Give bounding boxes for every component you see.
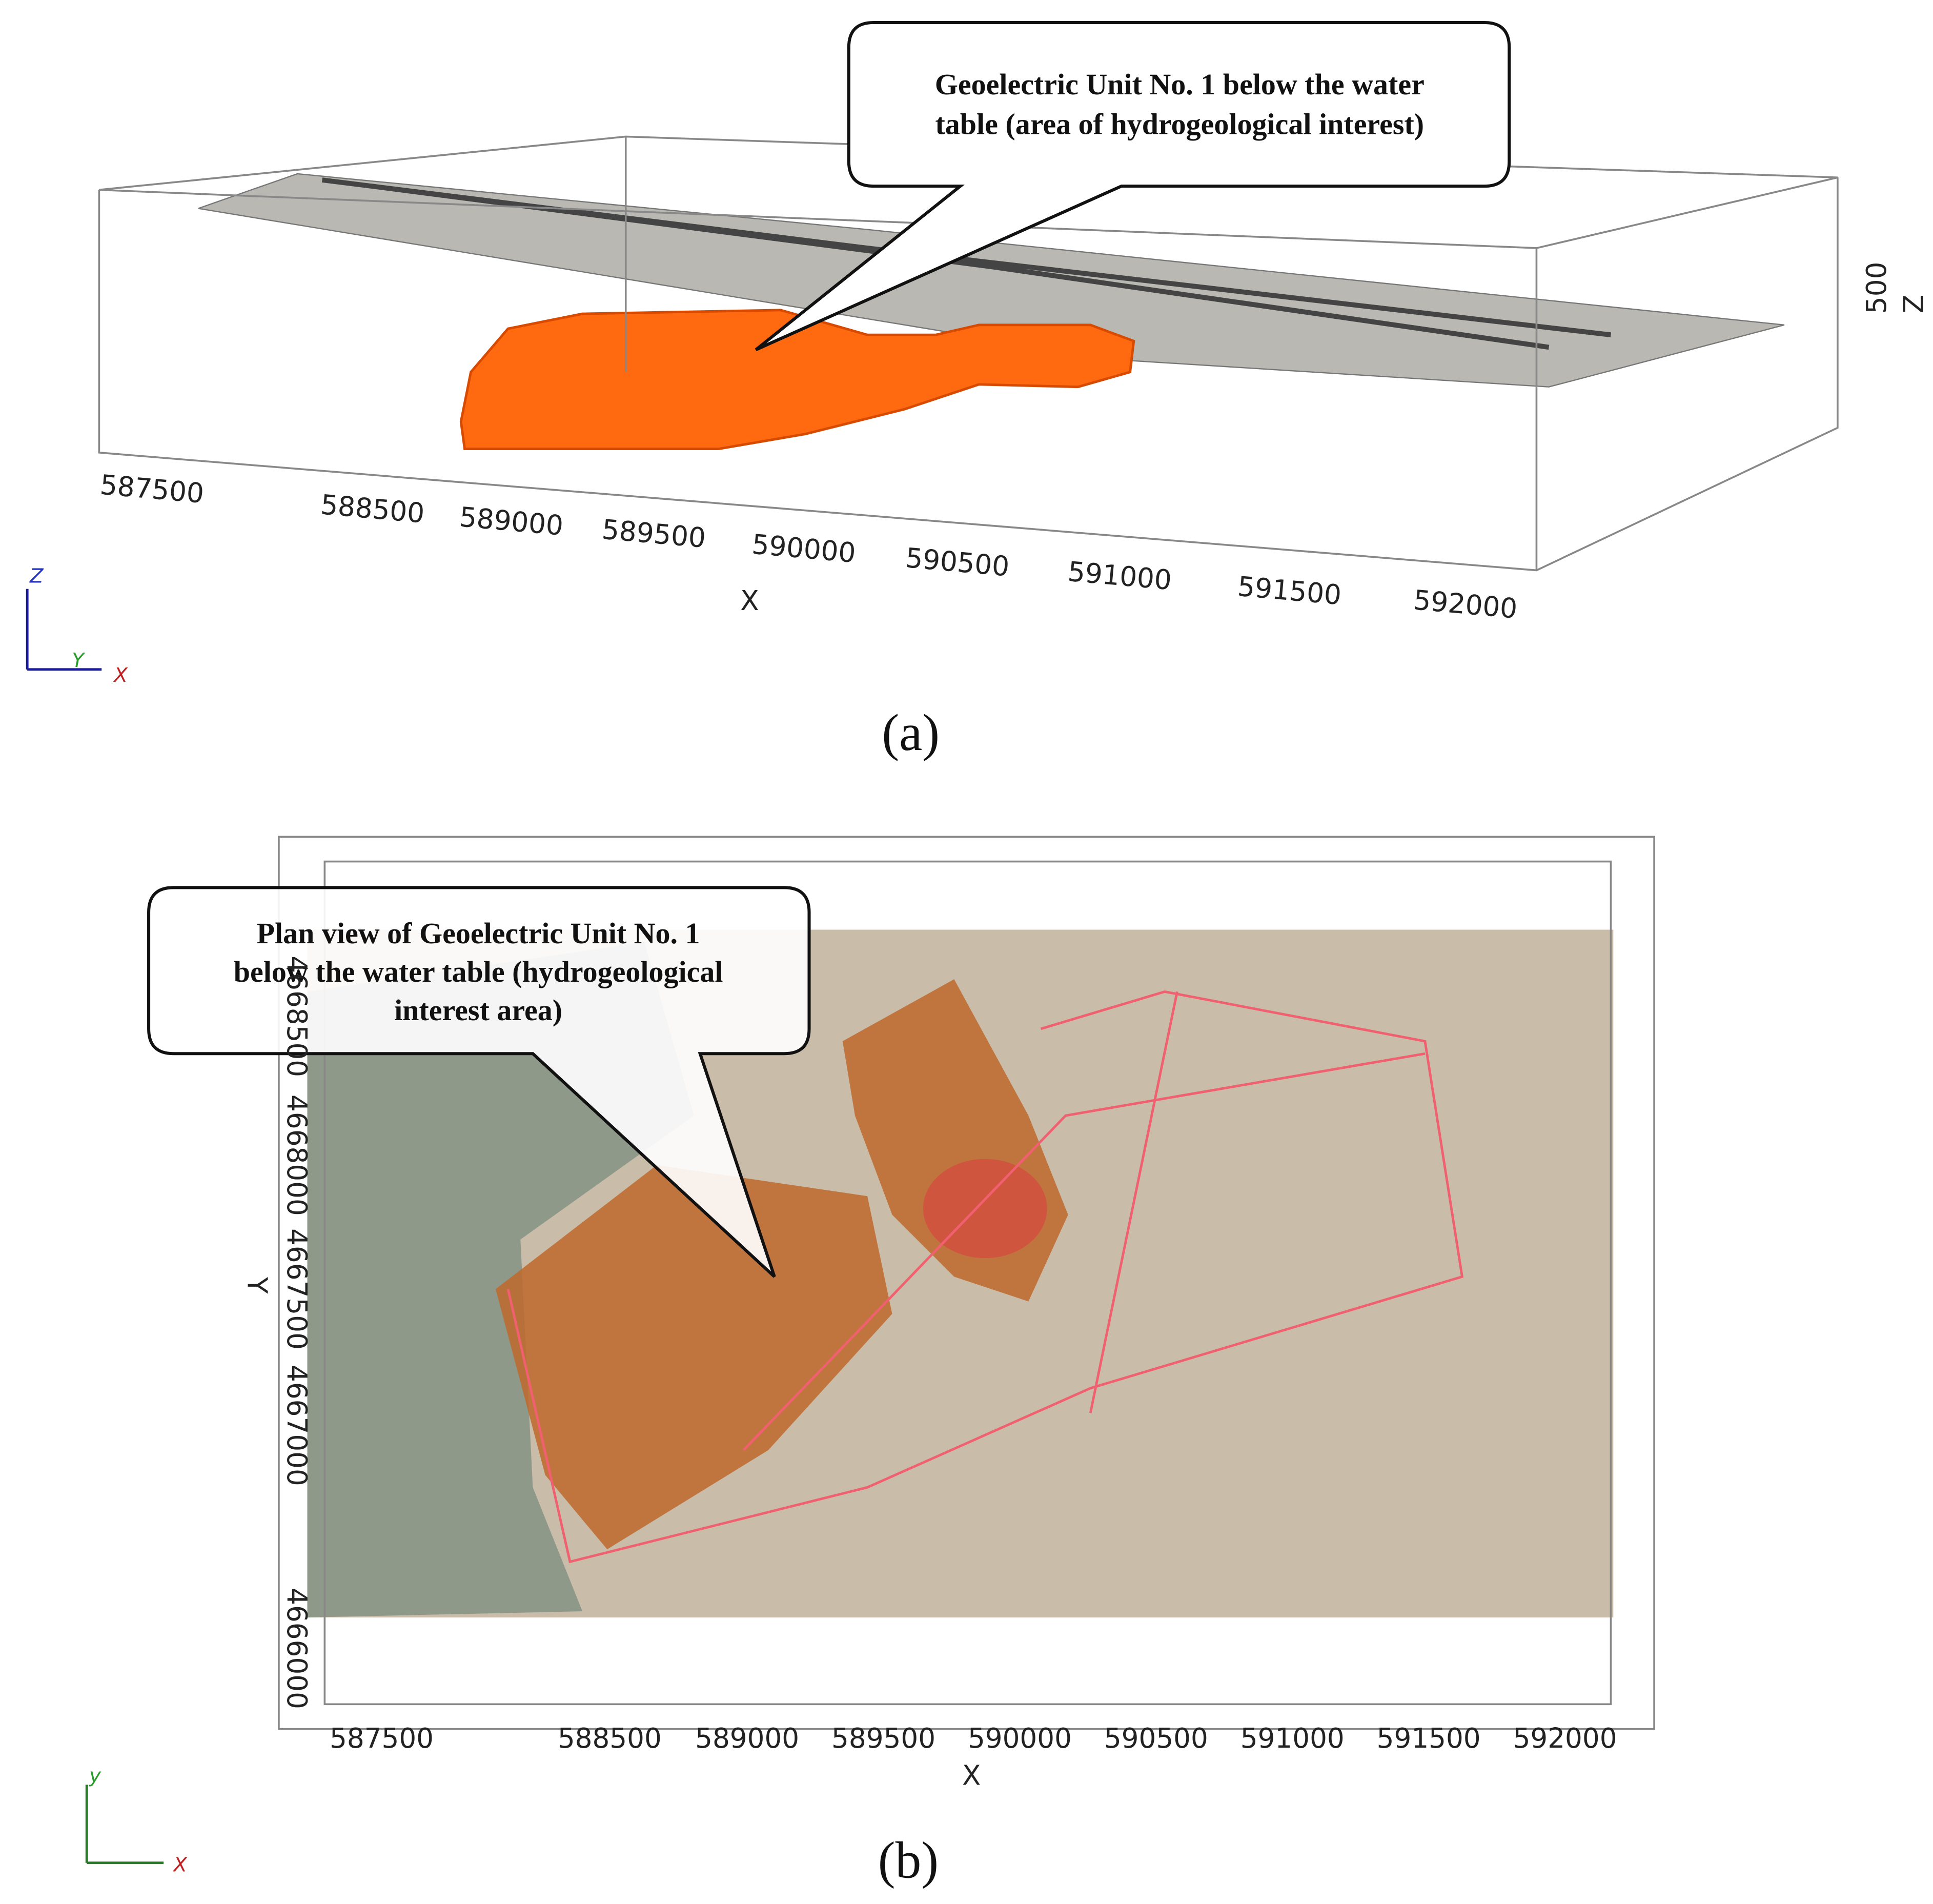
panel-a: Geoelectric Unit No. 1 below the water t… [26, 21, 1930, 761]
geoelectric-unit [459, 309, 1135, 450]
tick-label: 589000 [458, 501, 565, 541]
unit-plan-west [495, 1165, 892, 1550]
tick-label: 591500 [1236, 571, 1343, 611]
panel-label: (b) [878, 1832, 939, 1889]
callout-line: Plan view of Geoelectric Unit No. 1 [257, 917, 700, 950]
x-axis-title: X [962, 1759, 981, 1791]
tick-label: 591500 [1377, 1723, 1481, 1754]
callout-line: Geoelectric Unit No. 1 below the water [935, 68, 1425, 101]
tick-label: 4667500 [281, 1228, 313, 1350]
x-axis-ticks: 587500 588500 589000 589500 590000 590500 5910… [330, 1723, 1617, 1754]
triad-label: X [172, 1854, 188, 1877]
panel-label: (a) [882, 704, 940, 761]
x-axis-ticks: 587500 588500 589000 589500 590000 590500 5910… [99, 469, 1519, 625]
axis-triad [26, 589, 102, 671]
tick-label: 591000 [1067, 556, 1173, 596]
tick-label: 588500 [319, 489, 426, 529]
triad-label: Y [72, 649, 86, 672]
tick-label: 587500 [330, 1723, 434, 1754]
tick-label: 589000 [695, 1723, 799, 1754]
tick-label: 592000 [1513, 1723, 1617, 1754]
callout-box [755, 21, 1511, 351]
tick-label: 592000 [1412, 584, 1519, 624]
tick-label: 590000 [968, 1723, 1072, 1754]
frame-outer [278, 836, 1655, 1730]
tick-label: 590500 [904, 542, 1011, 582]
callout-box [147, 886, 811, 1278]
tick-label: 589500 [831, 1723, 935, 1754]
tick-label: 591000 [1240, 1723, 1345, 1754]
tick-label: 590000 [750, 529, 857, 569]
tick-label: 4668500 [281, 956, 313, 1077]
axis-triad [85, 1785, 164, 1865]
z-tick-label: 500 [1861, 262, 1893, 314]
callout-line: below the water table (hydrogeological [234, 955, 723, 988]
frame-inner [323, 860, 1612, 1706]
callout-line: interest area) [394, 994, 562, 1027]
triad-label: X [113, 664, 128, 687]
unit-center [923, 1159, 1047, 1259]
tick-label: 4668000 [281, 1095, 313, 1216]
tick-label: 4667000 [281, 1365, 313, 1486]
z-axis-title: Z [1898, 295, 1930, 313]
callout-line: table (area of hydrogeological interest) [935, 108, 1424, 141]
y-axis-ticks: 4668500 4668000 4667500 4667000 4666000 [281, 956, 313, 1709]
bounding-box [98, 135, 1839, 572]
terrain-ridges [321, 177, 1612, 350]
tick-label: 589500 [601, 514, 707, 554]
triad-label: y [89, 1765, 101, 1788]
tick-label: 588500 [558, 1723, 662, 1754]
triad-label: Z [29, 565, 44, 588]
field-boundaries [506, 990, 1464, 1564]
tick-label: 587500 [99, 469, 206, 510]
tick-label: 4666000 [281, 1588, 313, 1709]
panel-b: Plan view of Geoelectric Unit No. 1 belo… [85, 836, 1655, 1889]
x-axis-title: X [740, 585, 759, 617]
tick-label: 590500 [1104, 1723, 1208, 1754]
y-axis-title: Y [241, 1277, 273, 1294]
